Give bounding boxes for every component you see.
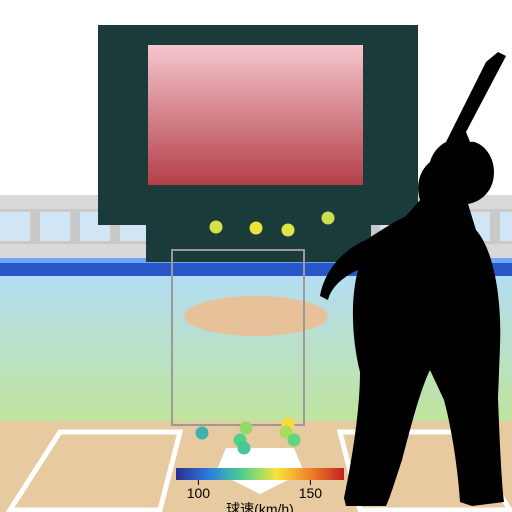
pitch-point bbox=[238, 442, 251, 455]
colorbar-tick-label: 150 bbox=[299, 485, 323, 501]
pitch-point bbox=[250, 222, 263, 235]
stand-panel bbox=[0, 212, 30, 241]
pitch-point bbox=[288, 434, 301, 447]
pitch-chart: 100 150 球速(km/h) bbox=[0, 0, 512, 512]
speed-colorbar bbox=[176, 468, 344, 480]
stand-panel bbox=[40, 212, 70, 241]
stand-panel bbox=[500, 212, 512, 241]
colorbar-tick-label: 100 bbox=[187, 485, 211, 501]
pitch-point bbox=[196, 427, 209, 440]
pitch-point bbox=[322, 212, 335, 225]
scoreboard-screen bbox=[148, 45, 363, 185]
pitch-point bbox=[282, 224, 295, 237]
colorbar-axis-label: 球速(km/h) bbox=[226, 501, 294, 512]
pitch-point bbox=[210, 221, 223, 234]
pitch-point bbox=[240, 422, 253, 435]
pitchers-mound bbox=[184, 296, 328, 336]
